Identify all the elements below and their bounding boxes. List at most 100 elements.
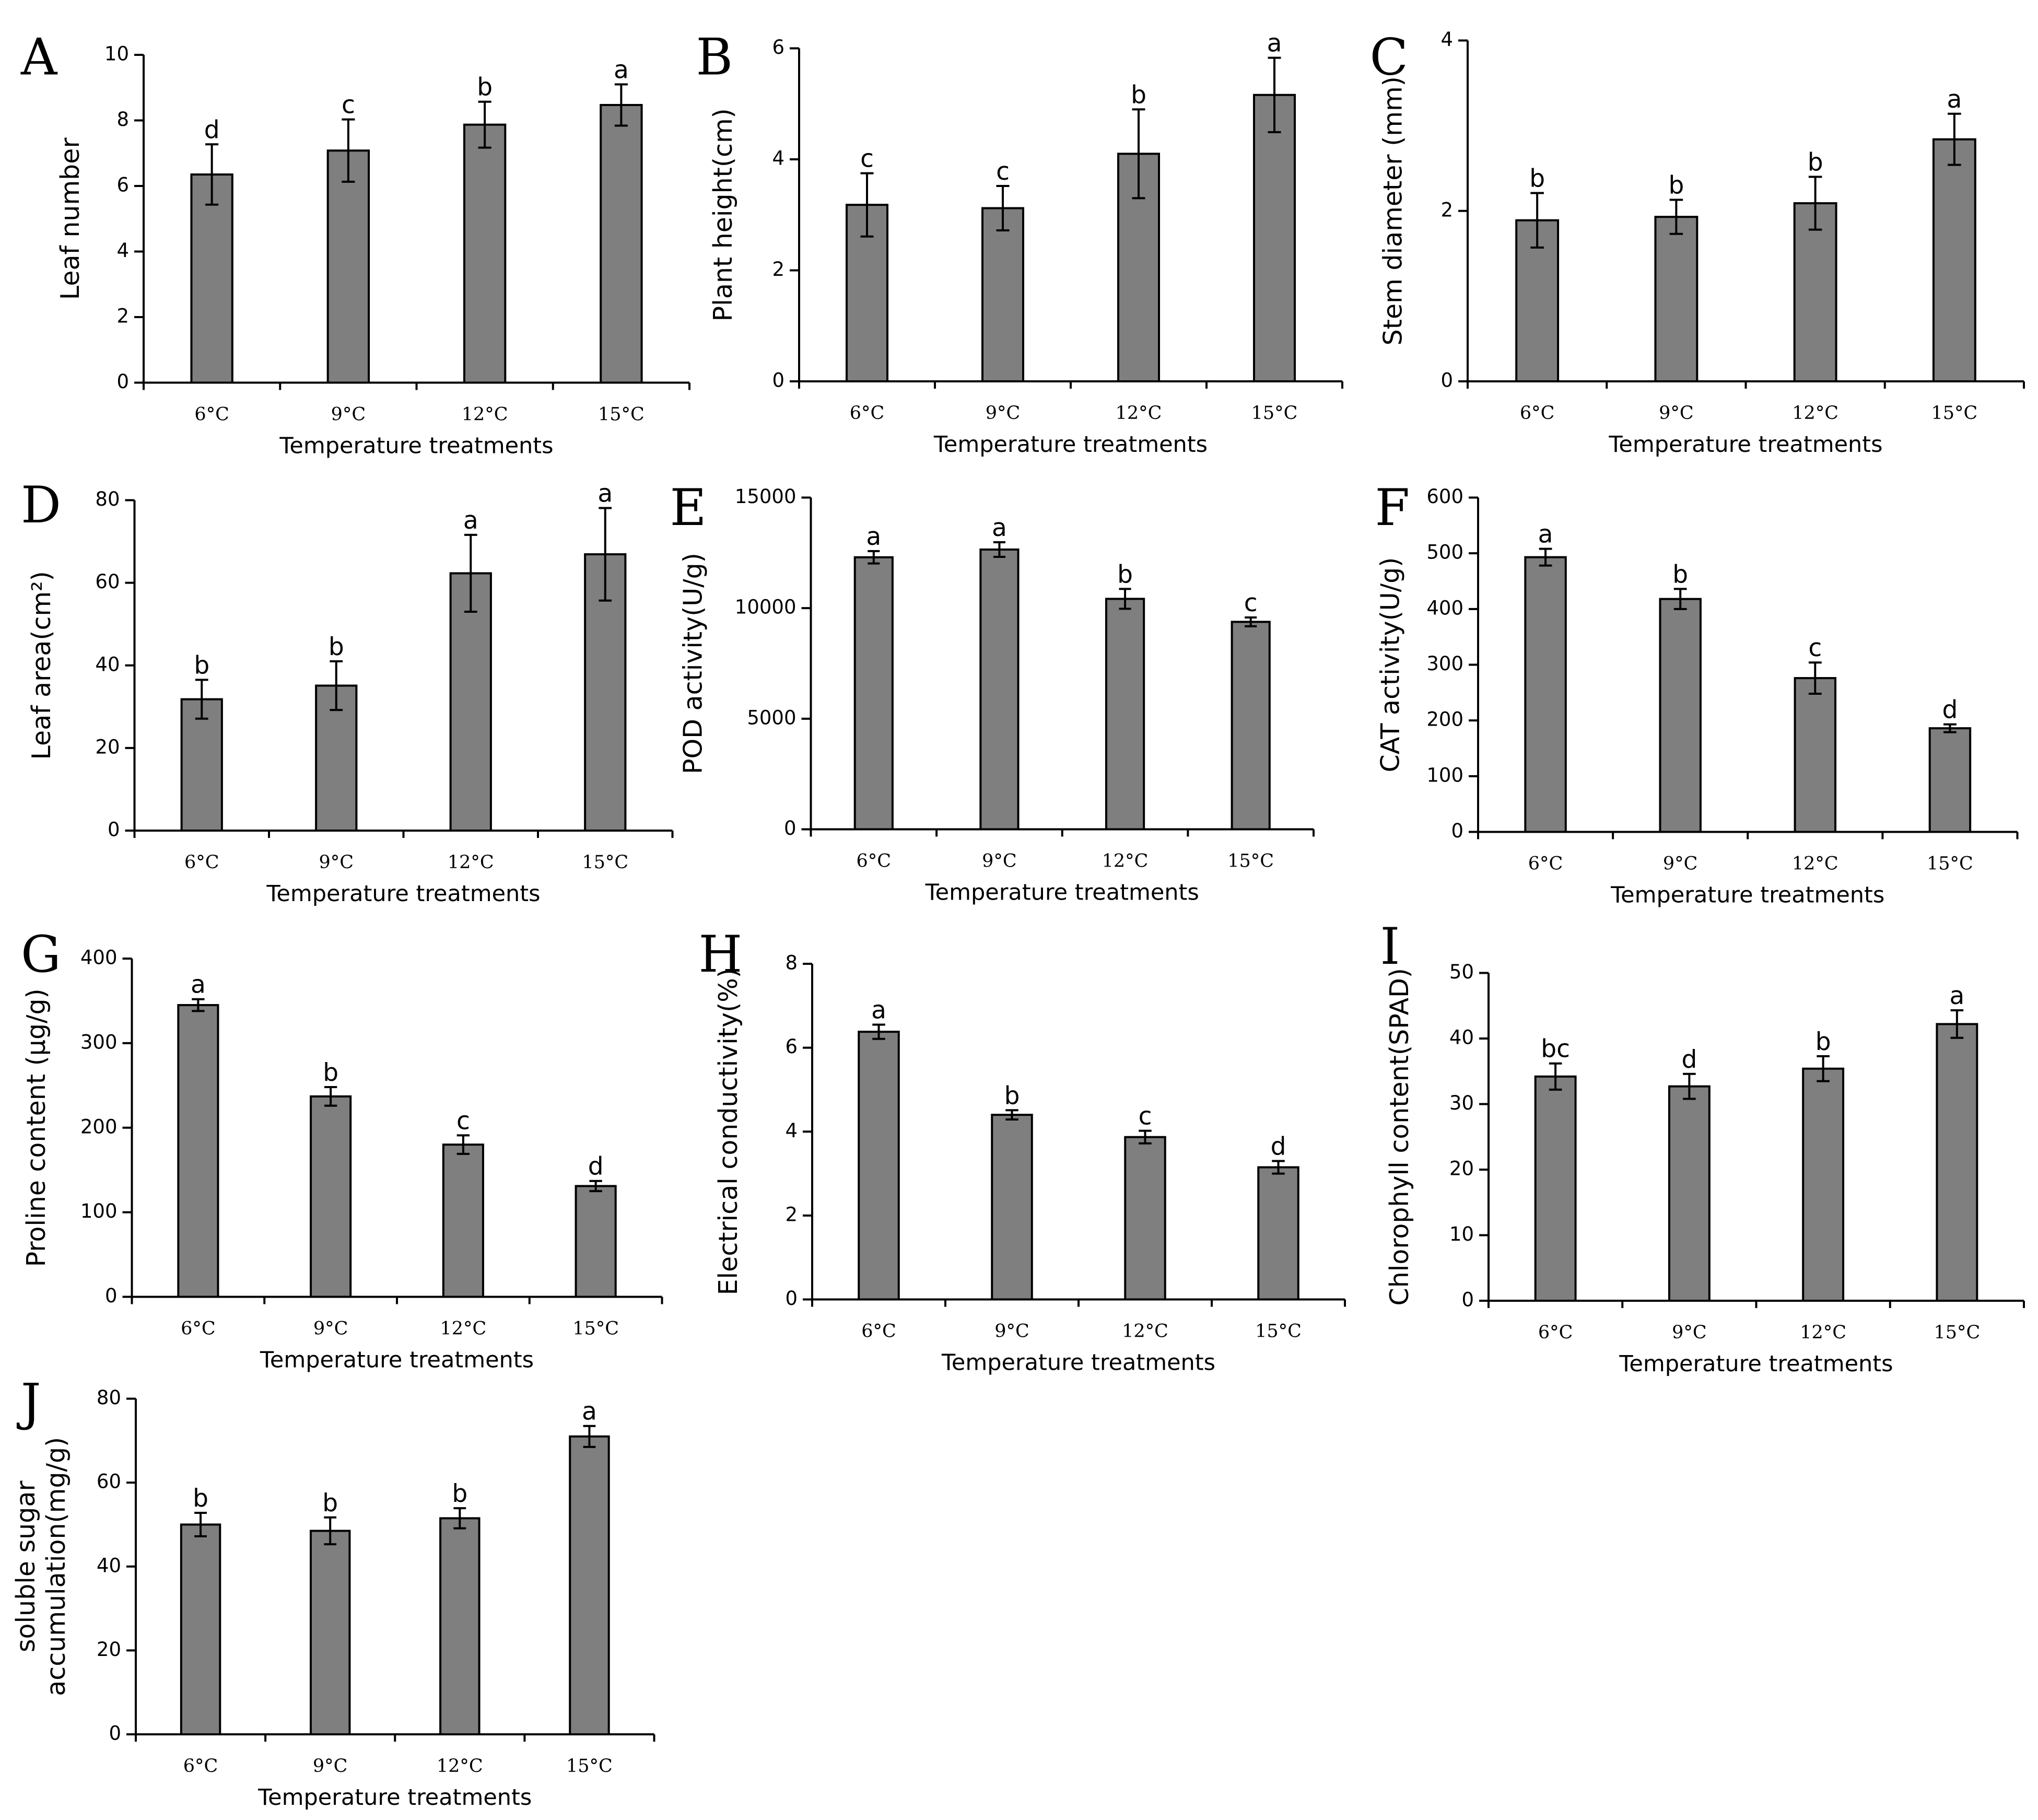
bar — [439, 1517, 481, 1735]
x-tick-label: 6°C — [181, 1319, 216, 1339]
y-tick-label: 2 — [785, 1203, 798, 1226]
panel-label: H — [699, 925, 743, 984]
panel-label: A — [20, 28, 58, 87]
significance-label: a — [1267, 29, 1282, 58]
bar — [1668, 1085, 1711, 1302]
y-tick-label: 15000 — [735, 485, 797, 508]
x-tick-label: 9°C — [986, 403, 1021, 424]
x-tick-label: 6°C — [861, 1321, 896, 1342]
bar — [1231, 621, 1271, 831]
y-tick-label: 50 — [1449, 961, 1474, 983]
x-axis-title: Temperature treatments — [925, 880, 1199, 906]
bar — [991, 1114, 1033, 1301]
bar — [315, 684, 358, 832]
x-tick-label: 6°C — [1538, 1322, 1573, 1343]
x-tick-label: 9°C — [1659, 403, 1694, 424]
significance-label: d — [1681, 1045, 1697, 1074]
x-tick-label: 15°C — [598, 404, 645, 425]
chart-panel-J: 0 20 40 60 80 b 6°C b 9°C b 12°C a 15°C Temperature t… — [11, 1373, 655, 1811]
bar — [1794, 677, 1837, 833]
x-tick-label: 9°C — [331, 404, 366, 425]
significance-label: b — [1668, 171, 1684, 200]
bar — [1105, 598, 1145, 831]
y-tick-label: 40 — [95, 653, 120, 675]
x-tick-label: 6°C — [183, 1756, 218, 1777]
y-axis-title: Plant height(cm) — [708, 108, 738, 321]
bar — [180, 1523, 221, 1735]
bar — [853, 556, 894, 831]
x-tick-label: 12°C — [1792, 854, 1838, 874]
x-tick-label: 15°C — [1227, 851, 1274, 872]
bar — [1124, 1136, 1166, 1301]
significance-label: b — [323, 1058, 338, 1087]
significance-label: b — [1117, 560, 1133, 589]
significance-label: b — [1672, 560, 1688, 589]
chart-panel-A: 0 2 4 6 8 10 d 6°C c 9°C b 12°C a 15°C Temperature tre… — [20, 28, 690, 459]
significance-label: c — [996, 157, 1010, 186]
y-tick-label: 6 — [772, 36, 784, 59]
bar — [1659, 598, 1702, 833]
y-tick-label: 8 — [116, 108, 129, 131]
y-tick-label: 0 — [1451, 820, 1463, 842]
y-tick-label: 8 — [785, 952, 798, 974]
significance-label: d — [1271, 1132, 1286, 1161]
x-tick-label: 9°C — [1663, 854, 1698, 874]
panel-label: C — [1370, 28, 1408, 87]
y-tick-label: 6 — [785, 1035, 798, 1058]
y-tick-label: 0 — [109, 1722, 121, 1745]
bar — [1793, 202, 1837, 382]
significance-label: a — [582, 1397, 597, 1426]
x-tick-label: 9°C — [313, 1756, 348, 1777]
significance-label: d — [204, 115, 220, 144]
y-tick-label: 4 — [1440, 28, 1453, 51]
x-tick-label: 15°C — [1927, 854, 1973, 874]
y-tick-label: 0 — [785, 1287, 798, 1310]
significance-label: c — [456, 1106, 470, 1135]
y-axis-title: Electrical conductivity(%) — [713, 968, 743, 1295]
y-tick-label: 4 — [772, 147, 784, 170]
bar — [1932, 138, 1976, 382]
bar — [326, 149, 370, 384]
chart-panel-D: 0 20 40 60 80 b 6°C b 9°C a 12°C a 15°C Temperature t… — [21, 476, 674, 907]
y-axis-title: Chlorophyll content(SPAD) — [1385, 968, 1414, 1305]
y-tick-label: 100 — [80, 1200, 118, 1222]
bar — [575, 1185, 617, 1298]
chart-panel-C: 0 2 4 b 6°C b 9°C b 12°C a 15°C Temperature treatme… — [1370, 28, 2025, 458]
y-tick-label: 0 — [108, 819, 120, 841]
bar — [1253, 94, 1296, 382]
y-tick-label: 80 — [97, 1386, 121, 1409]
bar — [177, 1004, 219, 1298]
y-axis-title: Stem diameter (mm) — [1378, 76, 1408, 345]
chart-panel-F: 0 100 200 300 400 500 600 a 6°C b 9°C c 12°C d 15°C Tem… — [1375, 479, 2019, 908]
chart-panel-I: 0 10 20 30 40 50 bc 6°C d 9°C b 12°C a 15°C Temperatur… — [1380, 917, 2025, 1377]
significance-label: b — [1808, 148, 1823, 177]
y-tick-label: 0 — [784, 817, 797, 839]
y-tick-label: 400 — [1426, 597, 1463, 619]
x-tick-label: 6°C — [194, 404, 229, 425]
y-tick-label: 0 — [116, 370, 129, 393]
significance-label: a — [1538, 520, 1553, 549]
bar — [449, 572, 492, 832]
significance-label: b — [452, 1479, 467, 1508]
x-tick-label: 12°C — [437, 1756, 483, 1777]
y-tick-label: 200 — [1426, 708, 1463, 731]
x-tick-label: 12°C — [1792, 403, 1838, 424]
x-tick-label: 15°C — [1934, 1322, 1980, 1343]
significance-label: a — [614, 55, 629, 84]
y-tick-label: 0 — [1440, 369, 1453, 392]
bar — [569, 1435, 610, 1735]
y-tick-label: 40 — [97, 1554, 121, 1577]
y-tick-label: 2 — [1440, 199, 1453, 221]
bar — [310, 1095, 352, 1298]
bar — [600, 104, 643, 384]
y-tick-label: 4 — [116, 239, 129, 262]
y-tick-label: 300 — [1426, 652, 1463, 675]
chart-panel-G: 0 100 200 300 400 a 6°C b 9°C c 12°C d 15°C Temperatu… — [21, 925, 663, 1373]
x-tick-label: 6°C — [184, 852, 219, 873]
panel-label: B — [696, 28, 733, 87]
panel-label: E — [670, 479, 707, 537]
significance-label: b — [1004, 1081, 1020, 1110]
significance-label: c — [1139, 1102, 1152, 1131]
x-tick-label: 9°C — [1672, 1322, 1707, 1343]
x-tick-label: 15°C — [566, 1756, 613, 1777]
